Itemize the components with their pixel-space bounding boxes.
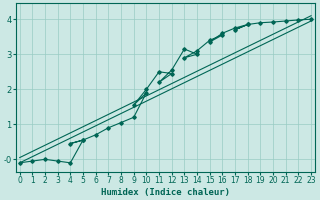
X-axis label: Humidex (Indice chaleur): Humidex (Indice chaleur) [101, 188, 230, 197]
